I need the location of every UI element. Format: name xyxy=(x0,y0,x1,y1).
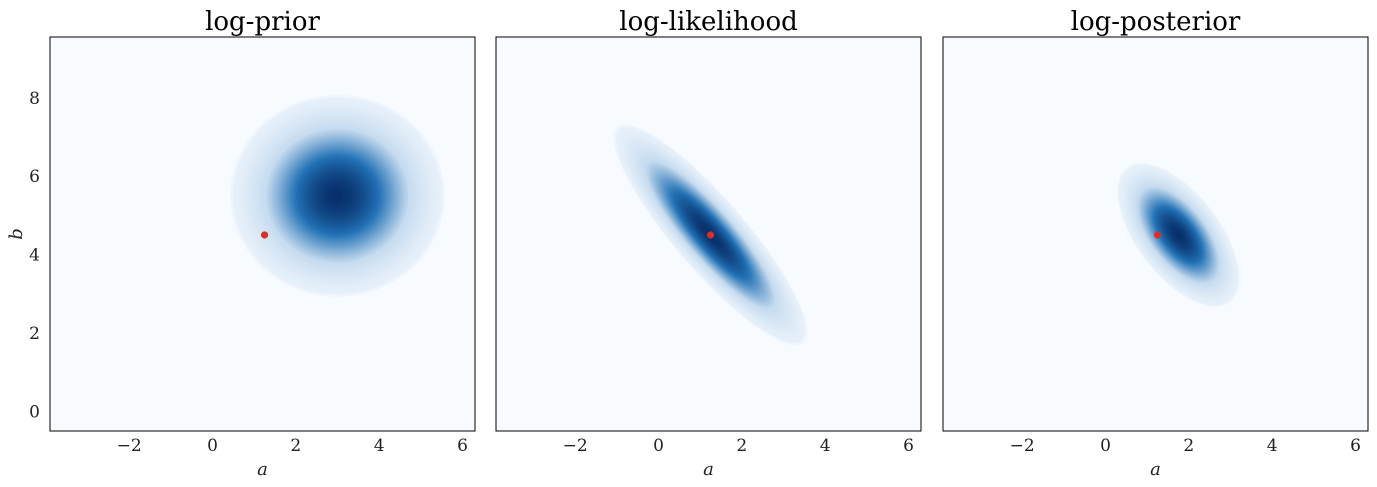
panel-title: log-posterior xyxy=(1071,7,1241,37)
x-tick-label: 6 xyxy=(903,436,914,456)
x-tick-label: 6 xyxy=(1350,436,1361,456)
axes-frame xyxy=(495,36,922,432)
x-tick-label: 2 xyxy=(1183,436,1194,456)
x-tick-label: 4 xyxy=(820,436,831,456)
x-axis-label: a xyxy=(703,459,714,480)
x-tick-label: 0 xyxy=(1100,436,1111,456)
axes-frame xyxy=(49,36,476,432)
density-region xyxy=(230,94,445,297)
y-tick-label: 8 xyxy=(29,89,40,109)
x-axis-label: a xyxy=(1150,459,1161,480)
density-contour xyxy=(335,193,340,199)
x-tick-label: 0 xyxy=(653,436,664,456)
y-tick-label: 2 xyxy=(29,324,40,344)
panel-title: log-likelihood xyxy=(619,7,798,37)
true-parameter-marker xyxy=(260,231,269,239)
density-region xyxy=(1117,162,1240,308)
x-tick-label: 2 xyxy=(736,436,747,456)
density-contour xyxy=(1177,233,1180,237)
true-parameter-marker xyxy=(1153,231,1162,239)
true-parameter-marker xyxy=(706,231,715,239)
x-tick-label: 4 xyxy=(374,436,385,456)
x-tick-label: −2 xyxy=(117,436,142,456)
y-tick-label: 6 xyxy=(29,167,40,187)
x-tick-label: 4 xyxy=(1267,436,1278,456)
y-axis-label: b xyxy=(6,228,27,240)
y-tick-label: 0 xyxy=(29,402,40,422)
panel-title: log-prior xyxy=(205,7,320,37)
panel-3: log-posterior −2 0 2 4 6 a xyxy=(942,7,1369,480)
panel-1: log-prior −2 0 2 4 6 0 2 4 6 8 a b xyxy=(6,7,476,480)
x-tick-label: −2 xyxy=(1010,436,1035,456)
x-tick-label: 0 xyxy=(207,436,218,456)
x-tick-label: −2 xyxy=(563,436,588,456)
panel-2: log-likelihood −2 0 2 4 6 a xyxy=(495,7,922,480)
x-axis-label: a xyxy=(257,459,268,480)
axes-frame xyxy=(942,36,1369,432)
x-tick-label: 6 xyxy=(457,436,468,456)
x-tick-label: 2 xyxy=(290,436,301,456)
y-tick-label: 4 xyxy=(29,246,40,266)
